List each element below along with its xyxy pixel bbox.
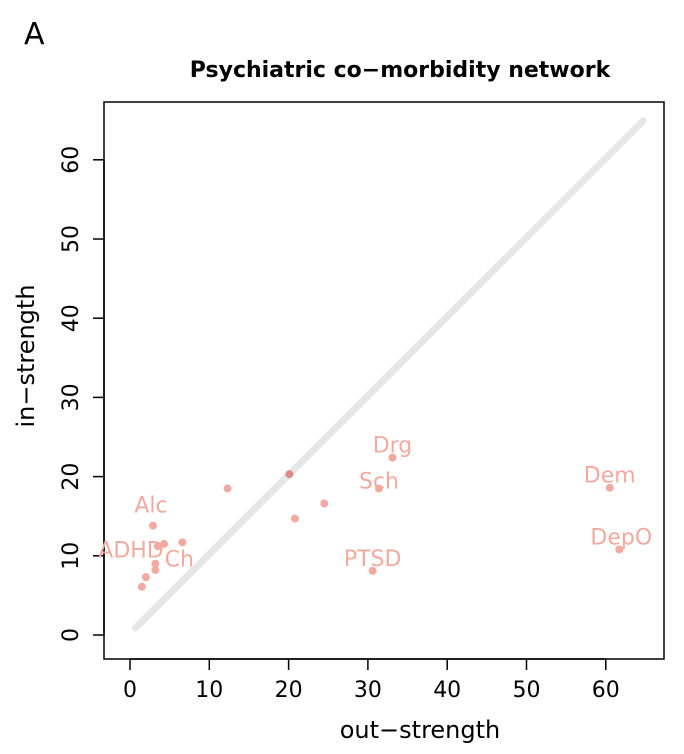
x-tick-label: 10: [195, 678, 223, 703]
x-tick-label: 60: [592, 678, 620, 703]
point-label-depo: DepO: [590, 525, 652, 550]
point-label-adhd: ADHD: [98, 538, 163, 563]
x-axis: 0 10 20 30 40 50 60: [123, 658, 620, 703]
chart-title: Psychiatric co−morbidity network: [190, 58, 612, 83]
data-point: [615, 545, 624, 554]
y-tick-label: 40: [59, 304, 84, 332]
data-point: [141, 573, 150, 582]
data-point: [375, 484, 384, 493]
data-point: [290, 514, 299, 523]
x-tick-label: 20: [275, 678, 303, 703]
data-points: [137, 453, 624, 591]
data-point: [178, 538, 187, 547]
point-label-dem: Dem: [584, 464, 636, 489]
y-tick-label: 50: [59, 225, 84, 253]
data-point: [137, 582, 146, 591]
point-label-ptsd: PTSD: [344, 547, 402, 572]
data-point: [605, 483, 614, 492]
y-tick-label: 20: [59, 463, 84, 491]
data-point: [320, 499, 329, 508]
data-point: [160, 539, 169, 548]
point-label-sch: Sch: [359, 469, 399, 494]
data-point: [153, 542, 162, 551]
y-axis-label: in−strength: [12, 284, 40, 427]
data-point: [368, 566, 377, 575]
panel-letter: A: [24, 17, 45, 52]
y-tick-label: 10: [59, 542, 84, 570]
point-label-ch: Ch: [165, 547, 194, 572]
x-axis-label: out−strength: [340, 716, 501, 744]
y-axis: 0 10 20 30 40 50 60: [59, 146, 105, 642]
x-tick-label: 30: [354, 678, 382, 703]
point-label-drg: Drg: [373, 434, 413, 459]
data-point: [151, 566, 160, 575]
x-tick-label: 40: [433, 678, 461, 703]
data-point: [285, 470, 294, 479]
y-tick-label: 30: [59, 383, 84, 411]
data-point: [388, 453, 397, 462]
point-labels: Alc ADHD Ch Drg Sch PTSD Dem DepO: [98, 434, 652, 573]
data-point: [148, 521, 157, 530]
data-point: [223, 484, 232, 493]
y-tick-label: 60: [59, 146, 84, 174]
diagonal-reference-line: [132, 117, 647, 632]
data-point: [151, 559, 160, 568]
x-tick-label: 50: [513, 678, 541, 703]
x-tick-label: 0: [123, 678, 137, 703]
y-tick-label: 0: [59, 628, 84, 642]
point-label-alc: Alc: [134, 494, 167, 519]
